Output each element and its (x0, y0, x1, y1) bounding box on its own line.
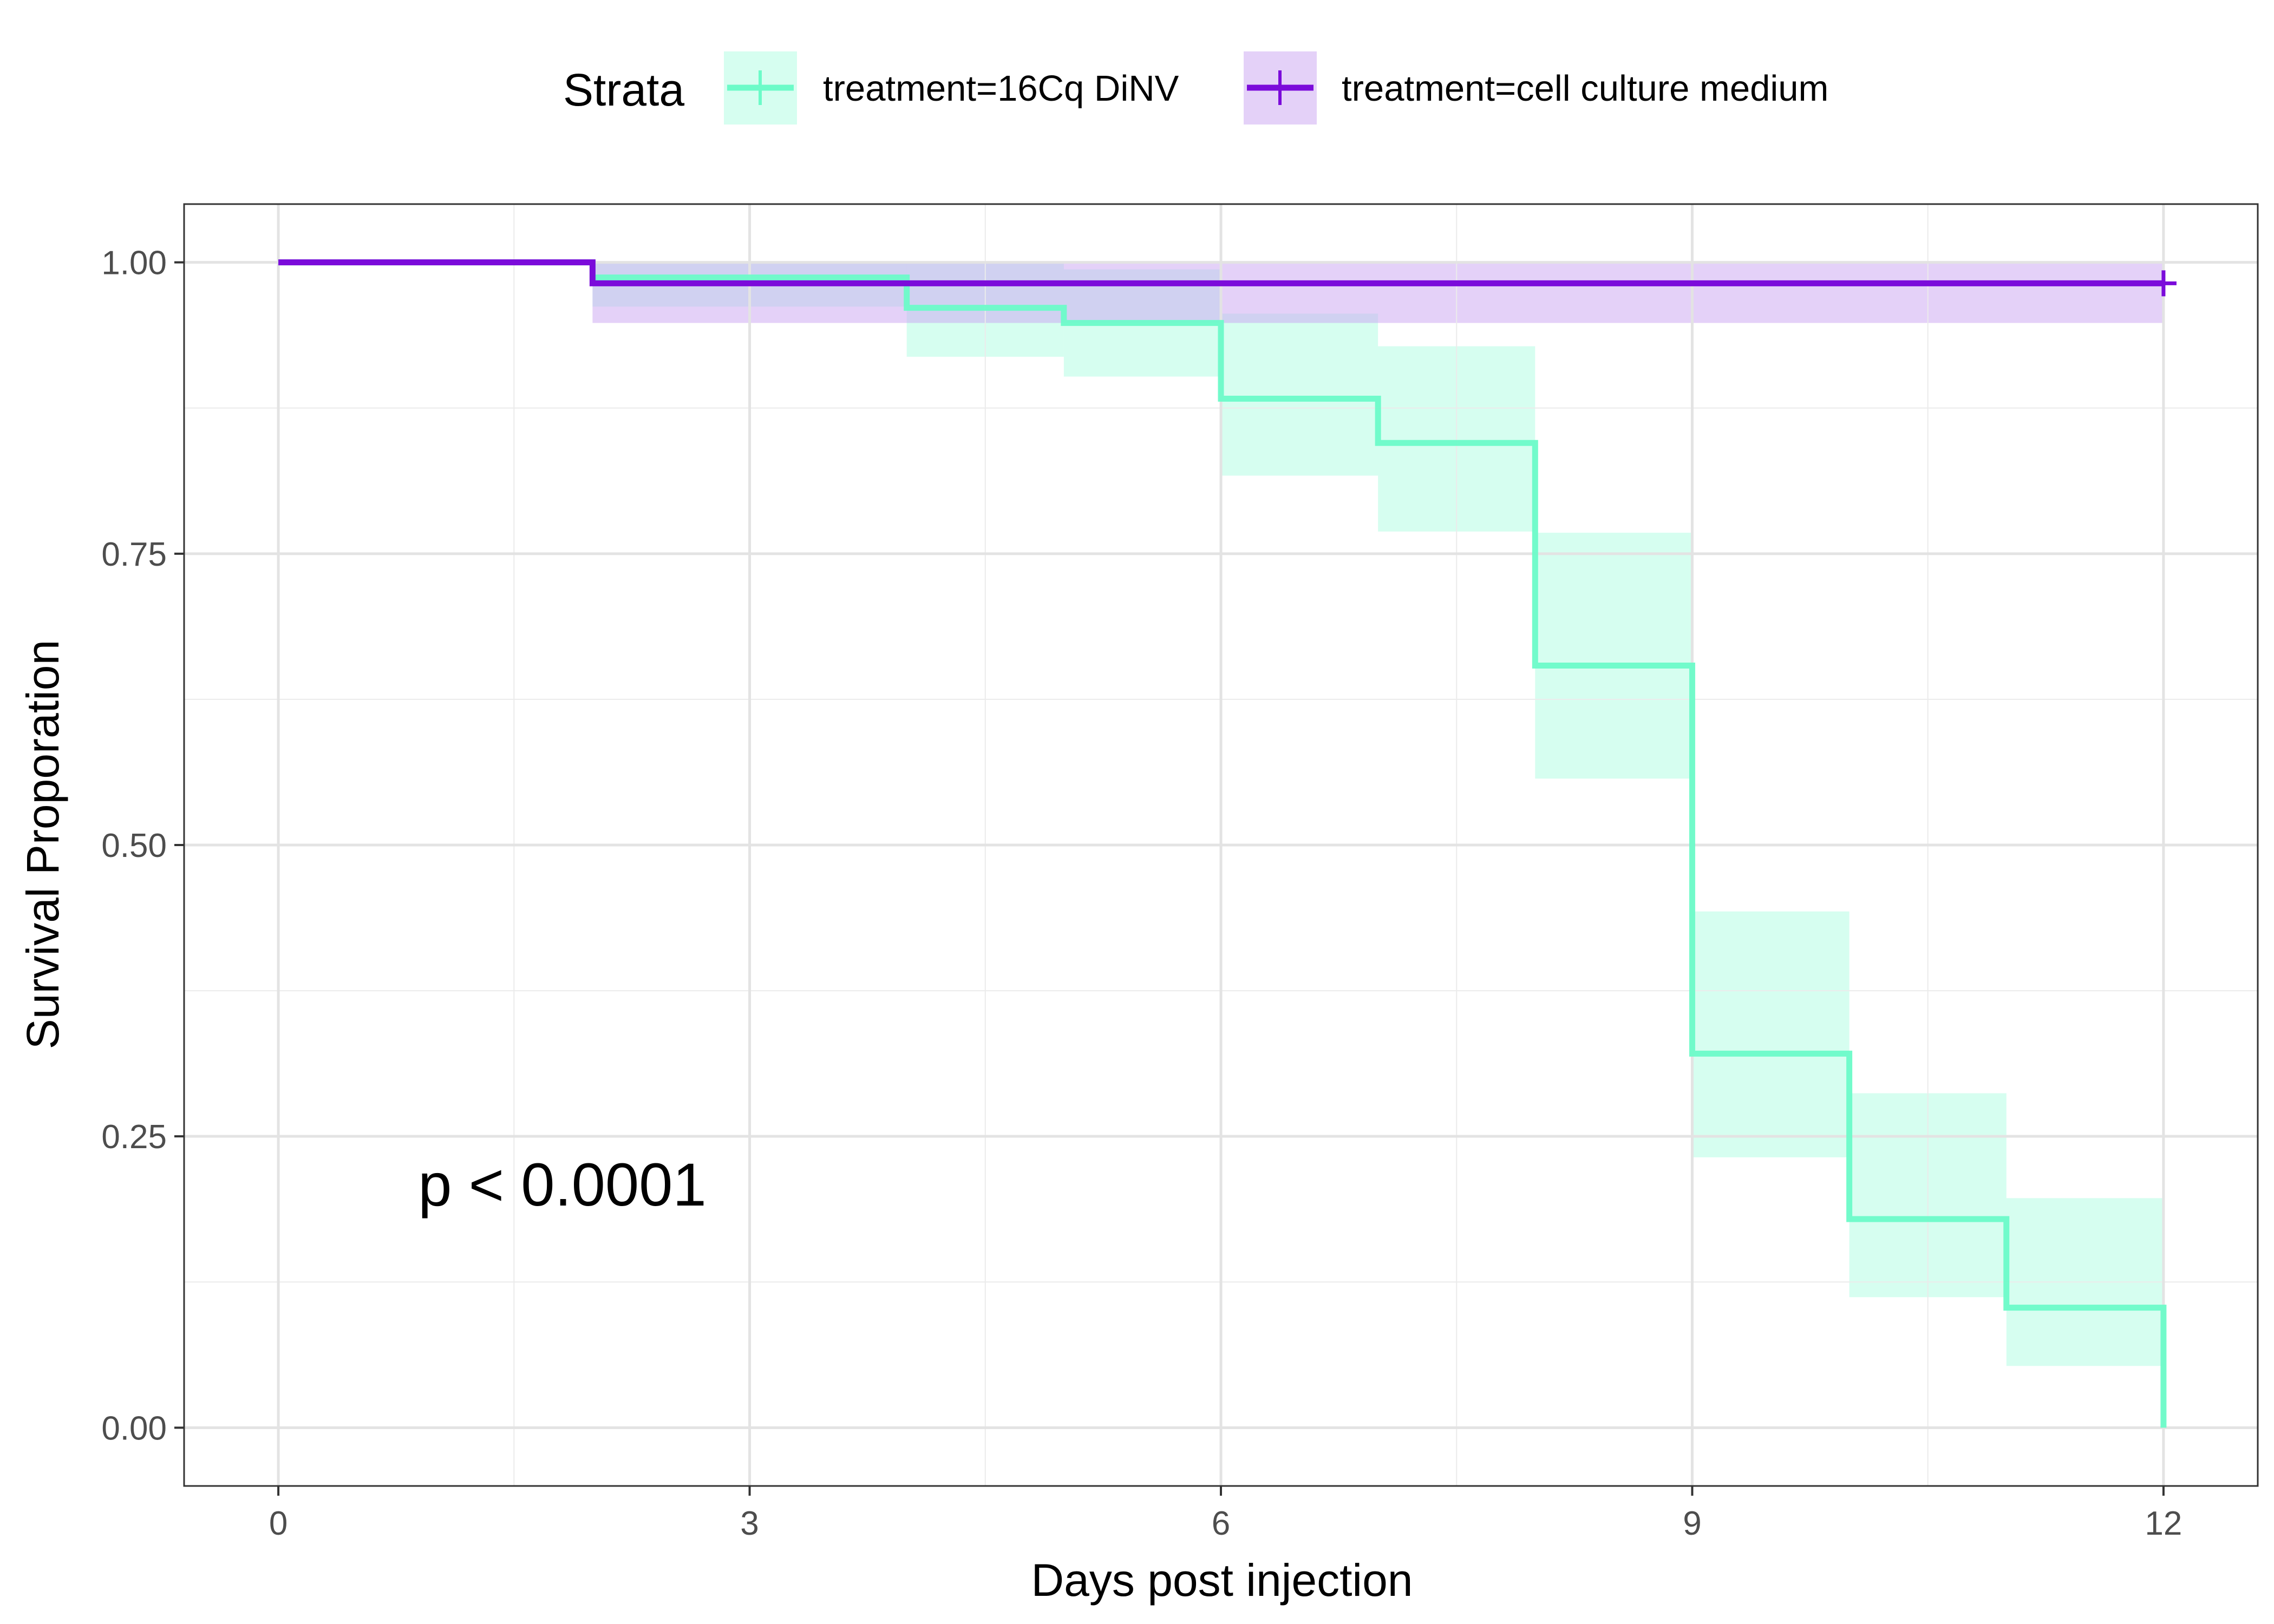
x-tick-label: 0 (269, 1505, 287, 1542)
y-tick-label: 0.00 (101, 1410, 167, 1447)
ci-segment (592, 262, 2164, 323)
censor-mark (2150, 270, 2177, 297)
legend: Strata treatment=16Cq DiNV treatment=cell… (563, 51, 1828, 125)
y-tick-label: 0.50 (101, 827, 167, 865)
x-tick-label: 3 (740, 1505, 759, 1542)
y-tick-label: 0.25 (101, 1118, 167, 1156)
series-line-medium (278, 259, 2164, 286)
ci-segment (1535, 533, 1693, 779)
y-tick-label: 1.00 (101, 245, 167, 282)
y-tick-label: 0.75 (101, 536, 167, 573)
x-tick-label: 12 (2145, 1505, 2182, 1542)
legend-item-medium: treatment=cell culture medium (1244, 51, 1828, 125)
legend-label: treatment=16Cq DiNV (823, 68, 1179, 109)
ci-band-medium (592, 262, 2164, 323)
p-value-annotation: p < 0.0001 (418, 1151, 707, 1219)
ci-segment (1221, 313, 1378, 476)
series-lines (278, 259, 2177, 1428)
axes: 0 3 6 9 12 0.00 0.25 0.50 0.75 1.00 (101, 245, 2182, 1542)
ci-segment (1692, 911, 1850, 1157)
grid (184, 204, 2258, 1486)
legend-title: Strata (563, 64, 684, 115)
x-axis-title: Days post injection (1031, 1555, 1413, 1606)
x-tick-label: 9 (1683, 1505, 1701, 1542)
y-axis-title: Survival Proporation (17, 640, 68, 1049)
series-line-dinv (278, 259, 2167, 1428)
x-tick-label: 6 (1212, 1505, 1230, 1542)
legend-item-dinv: treatment=16Cq DiNV (724, 51, 1179, 125)
legend-label: treatment=cell culture medium (1342, 68, 1828, 109)
